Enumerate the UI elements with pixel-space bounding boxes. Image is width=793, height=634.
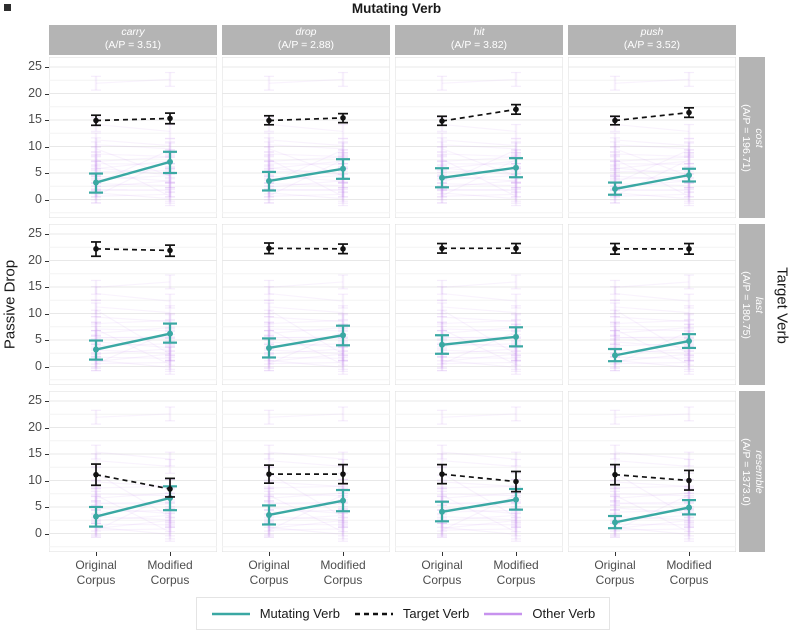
panel-drop-resemble	[222, 391, 390, 552]
y-tick-label: 25	[28, 226, 42, 240]
y-tick-label: 15	[28, 112, 42, 126]
panel-carry-cost	[49, 57, 217, 218]
y-tick-label: 5	[35, 165, 42, 179]
legend-item-target-verb: Target Verb	[354, 606, 470, 621]
y-tick-mark	[45, 93, 49, 95]
y-tick-label: 5	[35, 499, 42, 513]
row-verb: resemble	[753, 449, 765, 494]
legend-item-mutating-verb: Mutating Verb	[211, 606, 340, 621]
row-strip-resemble: resemble (A/P = 1373.0)	[739, 391, 765, 552]
legend-label: Mutating Verb	[259, 606, 340, 621]
y-tick-label: 10	[28, 305, 42, 320]
y-tick-label: 20	[28, 252, 42, 267]
panel-push-resemble	[568, 391, 736, 552]
x-tick-label: Original Corpus	[421, 558, 463, 587]
row-ap: (A/P = 180.75)	[739, 270, 752, 339]
panel-hit-cost	[395, 57, 563, 218]
x-tick-mark	[96, 552, 97, 556]
y-tick-label: 0	[35, 191, 42, 206]
x-tick-label: Modified Corpus	[666, 558, 712, 587]
x-tick-mark	[615, 552, 616, 556]
y-tick-mark	[45, 199, 49, 201]
y-tick-mark	[45, 454, 49, 455]
y-tick-mark	[45, 313, 49, 315]
y-tick-mark	[45, 287, 49, 288]
row-ap: (A/P = 196.71)	[739, 103, 752, 172]
column-ap: (A/P = 3.82)	[450, 39, 508, 52]
column-verb: hit	[473, 26, 485, 38]
column-ap: (A/P = 3.51)	[104, 39, 162, 52]
y-tick-mark	[45, 340, 49, 341]
row-strip-cost: cost (A/P = 196.71)	[739, 57, 765, 218]
y-tick-mark	[45, 507, 49, 508]
legend-item-other-verb: Other Verb	[483, 606, 595, 621]
x-tick-mark	[516, 552, 517, 556]
x-tick-mark	[269, 552, 270, 556]
panel-drop-cost	[222, 57, 390, 218]
panel-carry-resemble	[49, 391, 217, 552]
y-tick-mark	[45, 401, 49, 402]
column-strip-carry: carry (A/P = 3.51)	[49, 25, 217, 55]
y-tick-label: 0	[35, 358, 42, 373]
row-verb: last	[753, 296, 765, 313]
column-verb: drop	[295, 26, 317, 38]
column-strip-drop: drop (A/P = 2.88)	[222, 25, 390, 55]
y-tick-label: 20	[28, 85, 42, 100]
column-ap: (A/P = 3.52)	[623, 39, 681, 52]
y-tick-mark	[45, 533, 49, 535]
y-tick-label: 25	[28, 59, 42, 73]
y-tick-label: 25	[28, 393, 42, 407]
y-tick-mark	[45, 260, 49, 262]
panel-hit-resemble	[395, 391, 563, 552]
row-strip-last: last (A/P = 180.75)	[739, 224, 765, 385]
row-verb: cost	[753, 127, 765, 148]
y-tick-label: 15	[28, 279, 42, 293]
x-tick-label: Modified Corpus	[147, 558, 193, 587]
legend-key-dashed	[354, 612, 393, 615]
legend-key-solid	[211, 612, 250, 615]
legend-label: Target Verb	[402, 606, 470, 621]
row-ap: (A/P = 1373.0)	[739, 437, 752, 506]
legend: Mutating Verb Target Verb Other Verb	[196, 597, 610, 630]
y-tick-label: 10	[28, 472, 42, 487]
x-tick-label: Modified Corpus	[493, 558, 539, 587]
x-tick-label: Original Corpus	[75, 558, 117, 587]
x-tick-label: Original Corpus	[248, 558, 290, 587]
x-tick-label: Modified Corpus	[320, 558, 366, 587]
corner-mark	[4, 4, 11, 11]
y-tick-mark	[45, 366, 49, 368]
x-tick-mark	[170, 552, 171, 556]
column-ap: (A/P = 2.88)	[277, 39, 335, 52]
y-tick-mark	[45, 173, 49, 174]
y-tick-label: 0	[35, 525, 42, 540]
y-tick-label: 10	[28, 138, 42, 153]
legend-label: Other Verb	[532, 606, 596, 621]
y-tick-label: 20	[28, 419, 42, 434]
chart-title: Mutating Verb	[351, 1, 442, 16]
y-tick-mark	[45, 427, 49, 429]
y-tick-mark	[45, 120, 49, 121]
column-strip-hit: hit (A/P = 3.82)	[395, 25, 563, 55]
y-tick-mark	[45, 234, 49, 235]
panel-drop-last	[222, 224, 390, 385]
panel-hit-last	[395, 224, 563, 385]
y-tick-label: 5	[35, 332, 42, 346]
y-tick-mark	[45, 146, 49, 148]
x-tick-mark	[689, 552, 690, 556]
x-tick-mark	[343, 552, 344, 556]
y-tick-label: 15	[28, 446, 42, 460]
x-tick-label: Original Corpus	[594, 558, 636, 587]
right-axis-label: Target Verb	[773, 267, 791, 344]
column-verb: carry	[121, 26, 145, 38]
x-tick-mark	[442, 552, 443, 556]
y-tick-mark	[45, 480, 49, 482]
column-verb: push	[640, 26, 664, 38]
panel-push-cost	[568, 57, 736, 218]
panel-carry-last	[49, 224, 217, 385]
legend-key-solid	[484, 612, 523, 615]
y-tick-mark	[45, 67, 49, 68]
panel-push-last	[568, 224, 736, 385]
column-strip-push: push (A/P = 3.52)	[568, 25, 736, 55]
